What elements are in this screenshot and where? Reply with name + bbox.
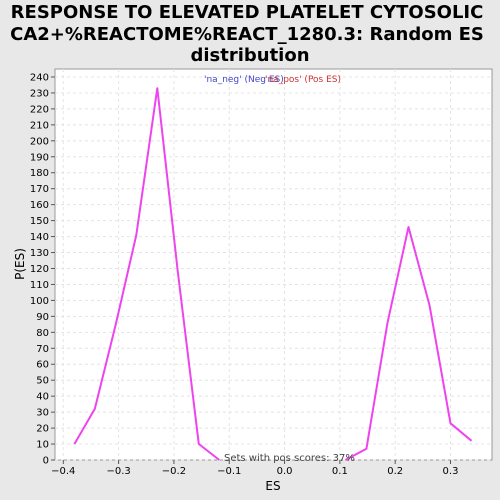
x-tick-label: 0.1 (332, 466, 348, 477)
y-tick-label: 50 (36, 376, 49, 387)
y-tick-label: 220 (30, 104, 49, 115)
x-tick-label: −0.2 (162, 466, 186, 477)
y-tick-label: 10 (36, 440, 49, 451)
y-axis-label: P(ES) (13, 248, 27, 280)
y-tick-label: 140 (30, 232, 49, 243)
chart-title-line-3: distribution (190, 45, 309, 66)
y-tick-label: 40 (36, 392, 49, 403)
y-axis-ticks: 0 10 20 30 40 50 60 70 80 90 100 110 120 130 140 150 160… (30, 72, 55, 466)
y-tick-label: 240 (30, 72, 49, 83)
x-tick-label: 0.0 (277, 466, 293, 477)
y-tick-label: 0 (43, 456, 49, 467)
y-tick-label: 200 (30, 136, 49, 147)
y-tick-label: 210 (30, 120, 49, 131)
y-tick-label: 230 (30, 88, 49, 99)
y-tick-label: 150 (30, 216, 49, 227)
y-tick-label: 180 (30, 168, 49, 179)
x-tick-label: −0.1 (217, 466, 241, 477)
x-axis-label: ES (265, 479, 280, 493)
y-tick-label: 130 (30, 248, 49, 259)
legend-item-na-pos: 'na_pos' (Pos ES) (265, 75, 341, 85)
y-tick-label: 70 (36, 344, 49, 355)
y-tick-label: 30 (36, 408, 49, 419)
y-tick-label: 120 (30, 264, 49, 275)
pos-scores-annotation: Sets with pos scores: 37% (224, 453, 355, 464)
plot-area (55, 69, 492, 460)
y-tick-label: 80 (36, 328, 49, 339)
y-tick-label: 110 (30, 280, 49, 291)
y-tick-label: 190 (30, 152, 49, 163)
x-tick-label: −0.4 (51, 466, 75, 477)
y-tick-label: 170 (30, 184, 49, 195)
x-tick-label: −0.3 (106, 466, 130, 477)
y-tick-label: 60 (36, 360, 49, 371)
y-tick-label: 100 (30, 296, 49, 307)
x-tick-label: 0.2 (387, 466, 403, 477)
x-tick-label: 0.3 (443, 466, 459, 477)
chart-title-line-1: RESPONSE TO ELEVATED PLATELET CYTOSOLIC (11, 2, 484, 23)
y-tick-label: 20 (36, 424, 49, 435)
chart-title-line-2: CA2+%REACTOME%REACT_1280.3: Random ES (10, 24, 484, 45)
y-tick-label: 90 (36, 312, 49, 323)
y-tick-label: 160 (30, 200, 49, 211)
